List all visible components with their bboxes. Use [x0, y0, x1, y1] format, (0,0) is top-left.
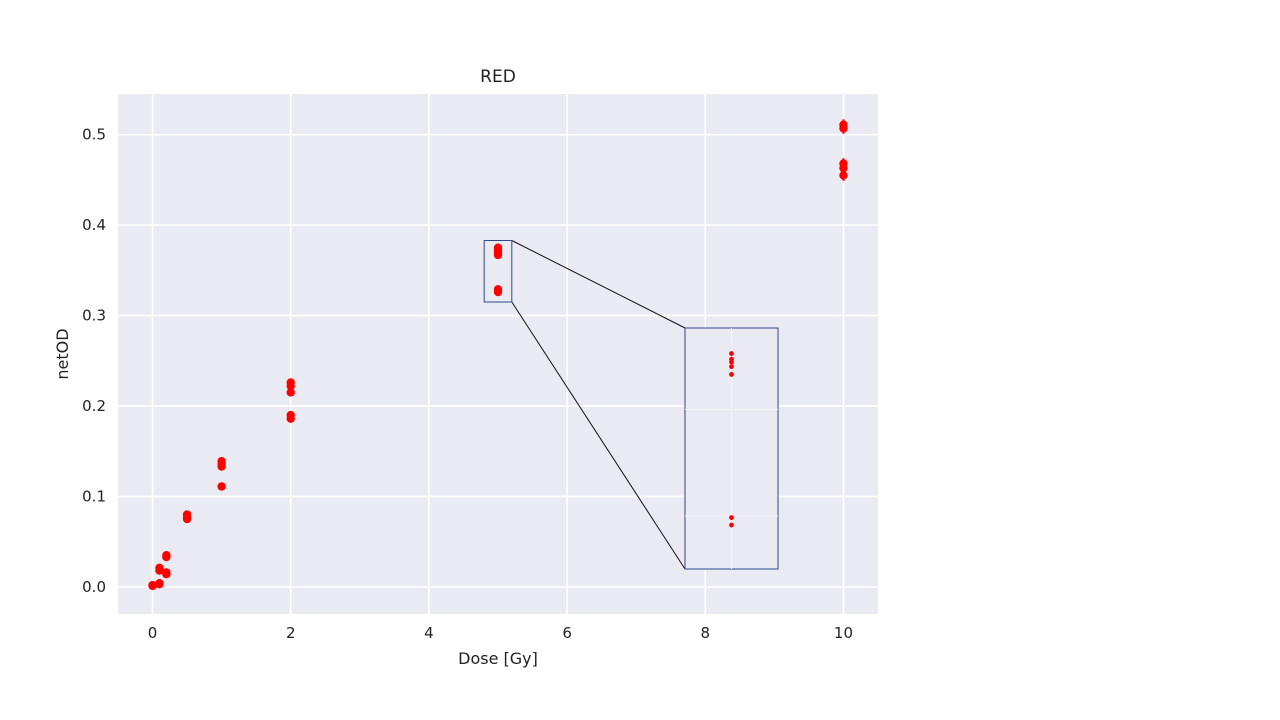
data-point	[148, 581, 157, 591]
data-point	[286, 414, 295, 423]
inset-data-point	[729, 372, 734, 377]
data-point	[493, 287, 503, 297]
data-point	[162, 570, 171, 579]
x-tick-label: 0	[148, 624, 158, 642]
inset-data-point	[729, 522, 734, 528]
data-markers	[148, 119, 848, 591]
y-tick-label: 0.4	[82, 216, 106, 234]
y-tick-label: 0.5	[82, 126, 106, 144]
data-point	[155, 566, 164, 575]
inset-data-point	[729, 364, 734, 370]
data-point	[286, 388, 295, 397]
y-axis-label: netOD	[53, 328, 72, 379]
y-tick-label: 0.1	[82, 487, 106, 505]
inset-data-point	[729, 359, 734, 365]
inset-connector-line	[511, 301, 686, 570]
y-tick-label: 0.2	[82, 397, 106, 415]
chart-title: RED	[480, 67, 516, 87]
x-tick-label: 10	[834, 624, 853, 642]
zoom-source-box	[483, 240, 513, 303]
zoom-inset	[483, 240, 779, 570]
y-tick-label: 0.3	[82, 307, 106, 325]
data-point	[839, 124, 848, 133]
data-point	[839, 171, 848, 180]
x-tick-label: 6	[562, 624, 572, 642]
data-point	[217, 482, 226, 491]
data-point	[493, 250, 503, 260]
grid-lines	[118, 94, 878, 614]
inset-connector-line	[511, 240, 686, 329]
y-tick-labels: 0.0 0.1 0.2 0.3 0.4 0.5	[82, 126, 106, 596]
y-tick-label: 0.0	[82, 578, 106, 596]
data-point	[839, 163, 848, 173]
x-tick-labels: 0 2 4 6 8 10	[148, 624, 853, 642]
x-tick-label: 2	[286, 624, 296, 642]
inset-data-point	[729, 515, 734, 521]
data-point	[182, 514, 192, 524]
x-axis-label: Dose [Gy]	[458, 649, 538, 668]
inset-data-point	[729, 351, 734, 356]
data-point	[217, 462, 226, 471]
data-point	[286, 381, 295, 391]
x-tick-label: 8	[700, 624, 710, 642]
data-point	[162, 552, 171, 562]
x-tick-label: 4	[424, 624, 434, 642]
data-point	[155, 579, 164, 589]
